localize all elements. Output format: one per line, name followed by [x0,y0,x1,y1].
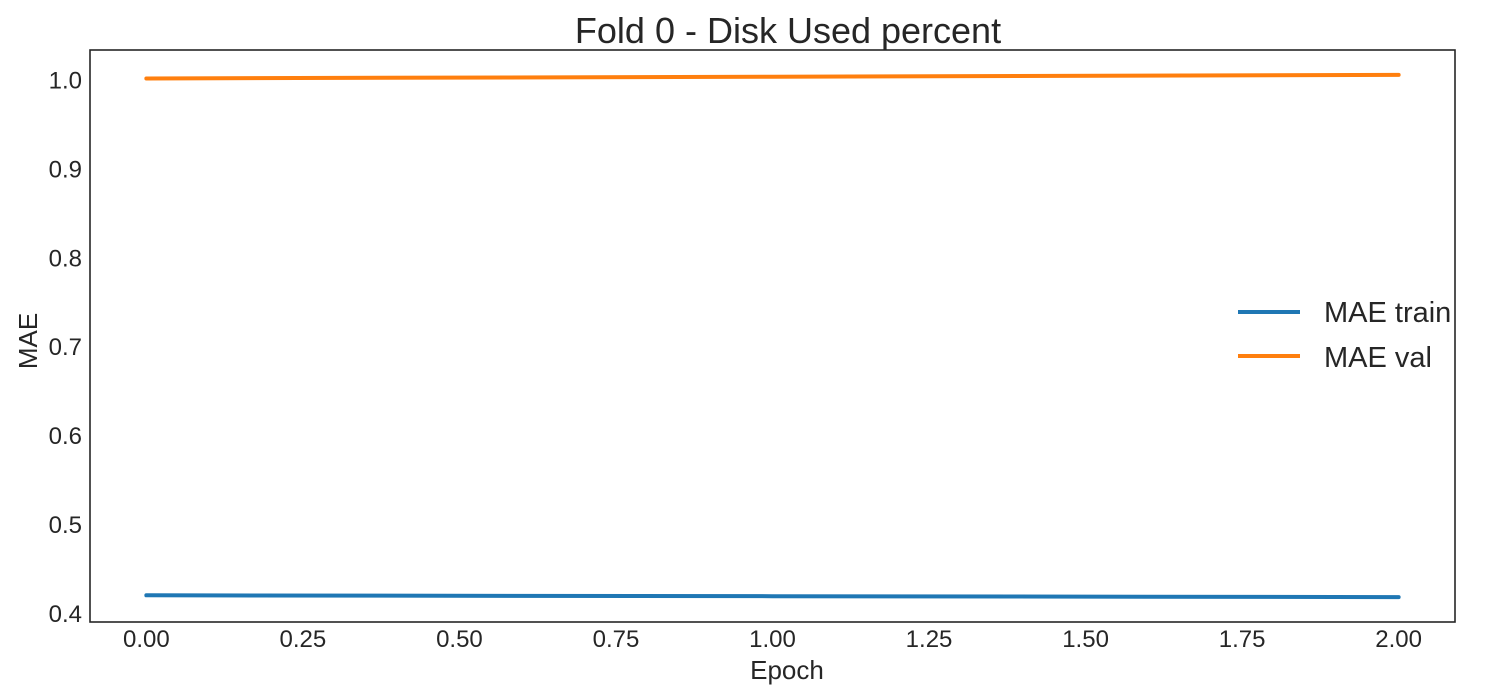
x-tick-label: 0.75 [593,626,640,653]
series-line-mae-train [144,593,1401,600]
y-tick-label: 0.9 [49,156,82,183]
x-tick-label: 1.25 [906,626,953,653]
series-layer [144,72,1401,600]
x-axis-ticks: 0.00 0.25 0.50 0.75 1.00 1.25 1.50 1.75 2.00 [123,626,1422,653]
x-tick-label: 1.50 [1062,626,1109,653]
y-tick-label: 0.5 [49,512,82,539]
legend-label-mae-val: MAE val [1324,342,1432,374]
x-tick-label: 0.00 [123,626,170,653]
y-tick-label: 0.4 [49,601,82,628]
x-tick-label: 1.00 [749,626,796,653]
legend-label-mae-train: MAE train [1324,297,1451,329]
y-tick-label: 0.8 [49,245,82,272]
x-tick-label: 2.00 [1375,626,1422,653]
y-tick-label: 0.6 [49,423,82,450]
y-tick-label: 1.0 [49,67,82,94]
x-tick-label: 0.50 [436,626,483,653]
x-tick-label: 1.75 [1219,626,1266,653]
series-line-mae-val [144,72,1401,81]
legend: MAE train MAE val [1238,297,1451,374]
x-axis-label: Epoch [750,655,824,685]
y-tick-label: 0.7 [49,334,82,361]
y-axis-label: MAE [13,313,43,369]
chart-title: Fold 0 - Disk Used percent [575,10,1001,51]
y-axis-ticks: 0.4 0.5 0.6 0.7 0.8 0.9 1.0 [49,67,82,628]
x-tick-label: 0.25 [280,626,327,653]
plot-area-frame [89,49,1456,623]
